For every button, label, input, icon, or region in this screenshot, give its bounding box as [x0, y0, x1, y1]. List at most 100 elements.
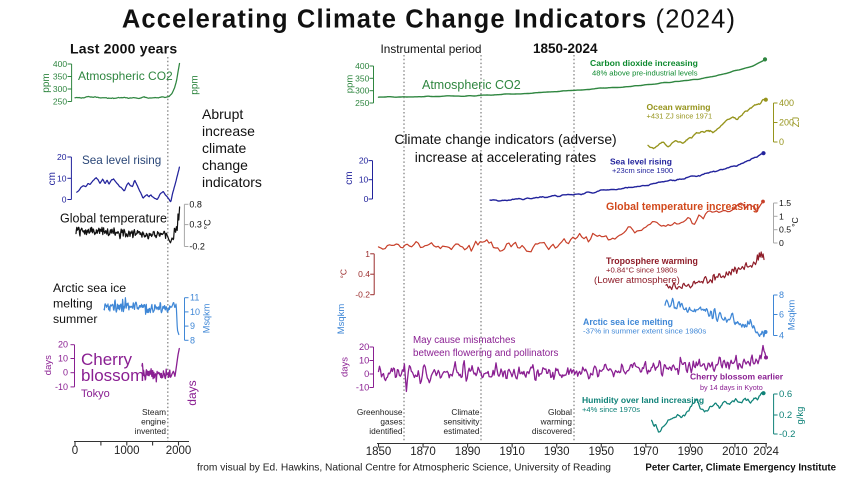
svg-text:250: 250	[355, 98, 369, 108]
svg-text:melting: melting	[53, 297, 93, 311]
svg-text:gases: gases	[380, 417, 402, 427]
svg-text:°C: °C	[339, 269, 349, 279]
svg-text:300: 300	[53, 84, 67, 94]
svg-text:Carbon dioxide increasing: Carbon dioxide increasing	[590, 58, 698, 68]
svg-text:20: 20	[359, 156, 369, 166]
svg-text:1850: 1850	[366, 446, 392, 458]
svg-text:Ocean warming: Ocean warming	[647, 102, 711, 112]
svg-text:-0.2: -0.2	[189, 242, 205, 252]
svg-text:48% above pre-industrial level: 48% above pre-industrial levels	[592, 69, 698, 78]
svg-text:Msqkm: Msqkm	[201, 303, 211, 333]
svg-text:increase at accelerating rates: increase at accelerating rates	[415, 149, 597, 165]
svg-text:0.4: 0.4	[358, 269, 370, 279]
svg-text:sensitivity: sensitivity	[444, 417, 481, 427]
svg-text:Global temperature increasing: Global temperature increasing	[606, 201, 759, 213]
svg-text:Climate change indicators (adv: Climate change indicators (adverse)	[394, 131, 616, 147]
svg-text:discovered: discovered	[532, 426, 573, 436]
svg-text:9: 9	[190, 321, 195, 331]
svg-text:0: 0	[364, 369, 369, 379]
svg-text:-10: -10	[55, 382, 68, 392]
svg-text:indicators: indicators	[202, 174, 262, 190]
svg-text:11: 11	[190, 293, 199, 303]
svg-text:Cherry blossom earlier: Cherry blossom earlier	[690, 372, 784, 382]
svg-text:0: 0	[63, 368, 68, 378]
svg-text:days: days	[43, 355, 54, 375]
svg-text:10: 10	[190, 307, 200, 317]
svg-text:Peter Carter, Climate Emergenc: Peter Carter, Climate Emergency Institut…	[645, 463, 836, 474]
svg-text:Greenhouse: Greenhouse	[357, 407, 403, 417]
svg-text:6: 6	[779, 310, 784, 320]
svg-text:Steam: Steam	[142, 407, 166, 417]
svg-text:ZJ: ZJ	[791, 116, 802, 127]
svg-text:0.6: 0.6	[779, 389, 792, 400]
svg-text:May cause mismatches: May cause mismatches	[413, 335, 515, 346]
svg-text:invented: invented	[135, 426, 167, 436]
svg-text:warming: warming	[540, 417, 573, 427]
svg-text:-10: -10	[356, 383, 369, 393]
svg-text:Atmospheric CO2: Atmospheric CO2	[78, 69, 173, 83]
svg-text:Sea level rising: Sea level rising	[82, 154, 161, 167]
svg-text:Global: Global	[548, 407, 572, 417]
svg-text:0: 0	[62, 195, 67, 205]
svg-text:0: 0	[779, 238, 784, 248]
svg-text:Global temperature: Global temperature	[60, 212, 167, 226]
svg-text:identified: identified	[369, 426, 403, 436]
svg-text:+431 ZJ since 1971: +431 ZJ since 1971	[647, 111, 713, 120]
svg-text:Msqkm: Msqkm	[786, 300, 797, 331]
svg-text:days: days	[339, 357, 350, 377]
svg-text:Tokyo: Tokyo	[81, 388, 110, 400]
svg-text:Arctic sea ice melting: Arctic sea ice melting	[583, 317, 673, 327]
svg-text:1000: 1000	[114, 445, 140, 457]
svg-text:2000: 2000	[166, 445, 192, 457]
svg-text:Climate: Climate	[451, 407, 480, 417]
svg-text:-0.2: -0.2	[779, 429, 795, 440]
svg-text:1870: 1870	[410, 446, 436, 458]
svg-text:1850-2024: 1850-2024	[533, 41, 598, 56]
svg-text:0.5: 0.5	[779, 225, 791, 235]
svg-text:from visual by Ed. Hawkins, Na: from visual by Ed. Hawkins, National Cen…	[197, 463, 611, 474]
svg-text:0: 0	[779, 137, 784, 147]
svg-text:estimated: estimated	[444, 426, 480, 436]
svg-text:200: 200	[779, 118, 794, 128]
svg-text:0.2: 0.2	[779, 410, 792, 421]
svg-text:Last 2000 years: Last 2000 years	[70, 41, 177, 57]
svg-text:+0.84°C since 1980s: +0.84°C since 1980s	[606, 266, 677, 275]
svg-text:g/kg: g/kg	[795, 407, 806, 425]
svg-text:8: 8	[190, 335, 195, 345]
svg-text:350: 350	[53, 72, 67, 82]
svg-text:summer: summer	[53, 312, 97, 326]
svg-text:2010: 2010	[722, 446, 748, 458]
svg-text:ppm: ppm	[344, 75, 355, 94]
svg-text:Instrumental period: Instrumental period	[381, 42, 482, 56]
svg-text:1990: 1990	[678, 446, 704, 458]
svg-text:Cherry: Cherry	[81, 350, 133, 369]
svg-text:400: 400	[779, 98, 794, 108]
svg-text:4: 4	[779, 331, 784, 341]
svg-text:Msqkm: Msqkm	[336, 304, 347, 335]
svg-text:10: 10	[57, 173, 67, 183]
svg-text:ppm: ppm	[41, 73, 52, 92]
svg-text:-0.2: -0.2	[355, 290, 370, 300]
svg-text:2024: 2024	[753, 446, 779, 458]
svg-text:+4% since 1970s: +4% since 1970s	[582, 405, 640, 414]
svg-text:climate: climate	[202, 140, 247, 156]
svg-text:10: 10	[58, 354, 68, 364]
svg-text:0: 0	[364, 194, 369, 204]
svg-text:Atmospheric CO2: Atmospheric CO2	[422, 78, 521, 92]
svg-text:engine: engine	[141, 417, 166, 427]
svg-text:1890: 1890	[455, 446, 481, 458]
svg-text:1930: 1930	[544, 446, 570, 458]
svg-text:0: 0	[72, 445, 78, 457]
svg-text:350: 350	[355, 73, 369, 83]
svg-text:increase: increase	[202, 123, 255, 139]
svg-text:400: 400	[355, 61, 369, 71]
svg-text:8: 8	[779, 290, 784, 300]
svg-text:change: change	[202, 157, 248, 173]
svg-text:-37% in summer extent since 19: -37% in summer extent since 1980s	[583, 327, 706, 336]
svg-text:Troposphere warming: Troposphere warming	[606, 256, 698, 266]
svg-text:Accelerating Climate Change In: Accelerating Climate Change Indicators (…	[122, 6, 736, 34]
svg-text:1: 1	[365, 249, 370, 259]
svg-text:1950: 1950	[588, 446, 614, 458]
svg-text:20: 20	[57, 152, 67, 162]
svg-text:1.5: 1.5	[779, 198, 791, 208]
